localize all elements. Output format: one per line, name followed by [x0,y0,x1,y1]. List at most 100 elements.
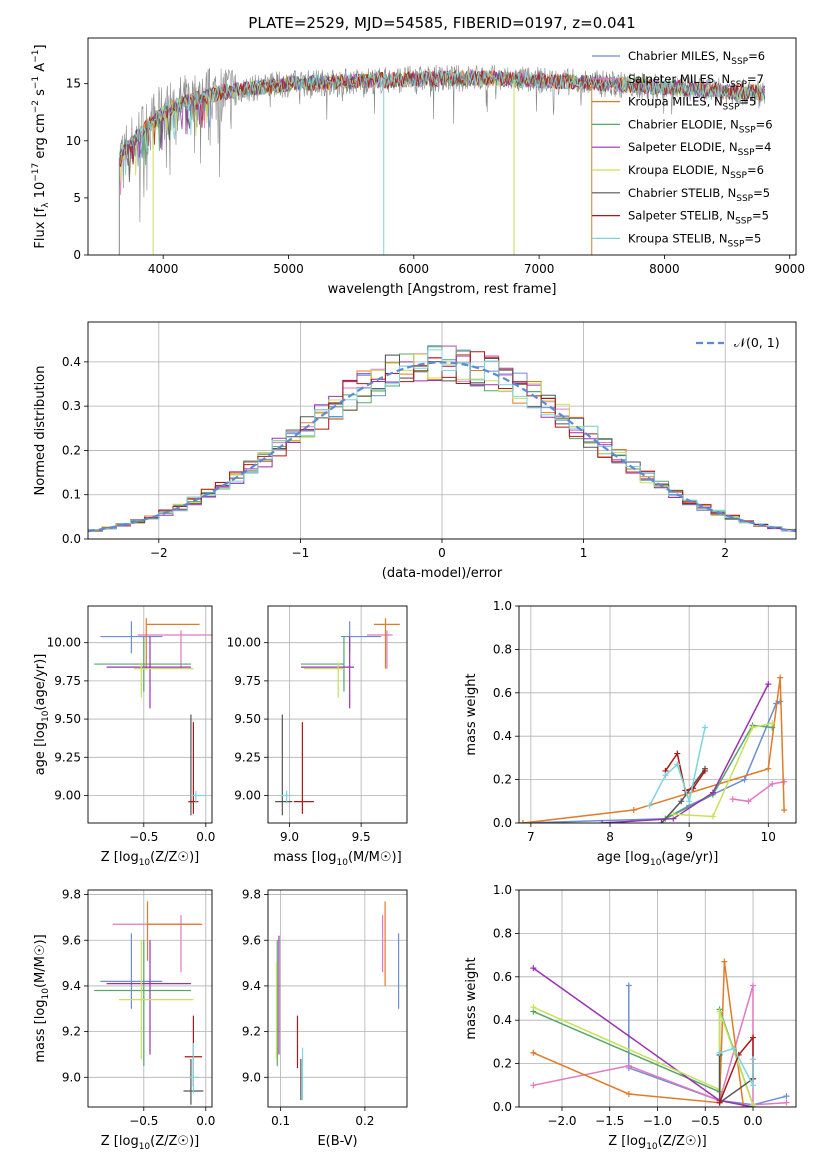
axes-frame [518,889,797,1108]
error-cross [119,940,194,1060]
axes-frame [87,321,797,540]
y-tick-label: 9.50 [234,712,261,726]
y-tick-label: 9.8 [62,888,81,902]
spectrum-model-line [119,70,766,176]
y-tick-label: 0.4 [493,729,512,743]
x-tick-label: 9000 [774,262,805,276]
y-tick-label: 9.8 [242,888,261,902]
x-tick-label: 6000 [399,262,430,276]
mass-weight-series [716,1045,757,1089]
mass-weight-point [741,776,748,783]
mass-weight-point [729,796,736,803]
x-tick-label: 8000 [649,262,680,276]
x-tick-label: −2.0 [547,1114,576,1128]
error-cross [106,636,191,709]
y-tick-label: 10.00 [47,636,81,650]
x-axis-label: Z [log10(Z/Z☉)] [101,1134,199,1152]
mass-weight-point [781,806,788,813]
mass-weight-point [769,720,776,727]
error-cross [145,618,200,669]
error-cross [303,662,344,698]
axes-frame [87,37,797,256]
y-tick-labels: 9.0 9.2 9.4 9.6 9.8 [242,888,261,1085]
y-tick-label: 0.0 [493,1100,512,1114]
y-tick-label: 0.1 [62,488,81,502]
mass-weight-series [519,698,784,823]
y-axis-label: age [log10(age/yr)] [33,654,51,776]
mass-weight-point [658,820,665,823]
error-cross [146,901,203,961]
mass-weight-point [721,958,728,965]
legend-label: Kroupa ELODIE, NSSP=6 [628,163,764,181]
legend: Chabrier MILES, NSSP=6 Salpeter MILES, NS… [592,49,773,249]
error-cross [137,630,212,669]
mass-weight-series [670,720,776,820]
y-tick-label: 0.4 [493,1013,512,1027]
mass-weight-point [530,1049,537,1056]
legend-label: 𝒩(0, 1) [734,335,780,350]
y-tick-label: 0 [73,248,81,262]
x-tick-label: 9.5 [352,830,371,844]
x-tick-label: 9.0 [280,830,299,844]
axes-frame [267,889,408,1108]
error-cross [188,714,194,816]
x-tick-label: 7 [527,830,535,844]
mass-weight-line [664,751,706,792]
mass-weight-series [625,982,790,1107]
y-tick-label: 0.8 [493,642,512,656]
y-tick-label: 0.2 [493,773,512,787]
x-tick-label: 0.0 [196,830,215,844]
y-axis-label: Flux [fλ 10−17 erg cm−2 s−1 A−1] [31,44,51,248]
x-tick-label: −0.5 [691,1114,720,1128]
y-tick-label: 0.2 [493,1057,512,1071]
y-tick-label: 9.0 [62,1070,81,1084]
mass-weight-point [625,1090,632,1097]
y-tick-labels: 9.00 9.25 9.50 9.75 10.00 [47,636,81,803]
legend-label: Chabrier STELIB, NSSP=5 [628,186,770,204]
y-axis-label: mass weight [464,673,479,755]
panel-mass-vs-EBV: 0.1 0.2 9.0 9.2 9.4 9.6 9.8 E(B-V) [242,888,408,1149]
y-tick-label: 5 [73,191,81,205]
x-tick-labels: −2 −1 0 1 2 [150,546,729,560]
mass-weight-point [686,798,693,805]
y-tick-label: 9.00 [54,788,81,802]
y-tick-label: 0.6 [493,970,512,984]
y-tick-labels: 0 5 10 15 [66,77,81,262]
mass-weight-point [662,772,669,779]
mass-weight-point [674,750,681,757]
figure-title: PLATE=2529, MJD=54585, FIBERID=0197, z=0… [248,14,635,32]
y-tick-label: 9.25 [234,750,261,764]
mass-weight-point [769,780,776,787]
mass-weight-line [673,722,773,818]
error-cross [366,630,393,669]
x-tick-label: 7000 [524,262,555,276]
mass-weight-point [530,1082,537,1089]
error-cross [190,790,206,804]
error-cross [188,722,199,814]
y-tick-label: 9.2 [242,1025,261,1039]
x-tick-label: 0.2 [355,1114,374,1128]
y-tick-label: 9.4 [242,979,261,993]
mass-weight-point [530,965,537,972]
mass-weight-line [665,724,773,820]
mass-weight-point [783,1099,790,1106]
y-tick-label: 9.6 [242,933,261,947]
y-tick-label: 9.50 [54,712,81,726]
error-cross [133,662,194,698]
y-tick-label: 0.4 [62,355,81,369]
x-axis-label: mass [log10(M/M☉)] [273,850,401,868]
x-axis-label: Z [log10(Z/Z☉)] [608,1134,706,1152]
legend-label: Kroupa MILES, NSSP=5 [628,95,756,113]
x-axis-label: age [log10(age/yr)] [597,850,719,868]
x-tick-label: 8 [606,830,614,844]
mass-weight-series [729,778,788,805]
x-tick-labels: −2.0 −1.5 −1.0 −0.5 0.0 [547,1114,762,1128]
y-tick-label: 0.6 [493,686,512,700]
y-tick-labels: 0.0 0.2 0.4 0.6 0.8 1.0 [493,599,512,830]
x-tick-label: −1.5 [595,1114,624,1128]
plot-area [275,618,400,816]
mass-weight-series [530,982,790,1107]
y-tick-label: 10.00 [227,636,261,650]
mass-weight-point [783,1093,790,1100]
error-cross [100,621,163,654]
